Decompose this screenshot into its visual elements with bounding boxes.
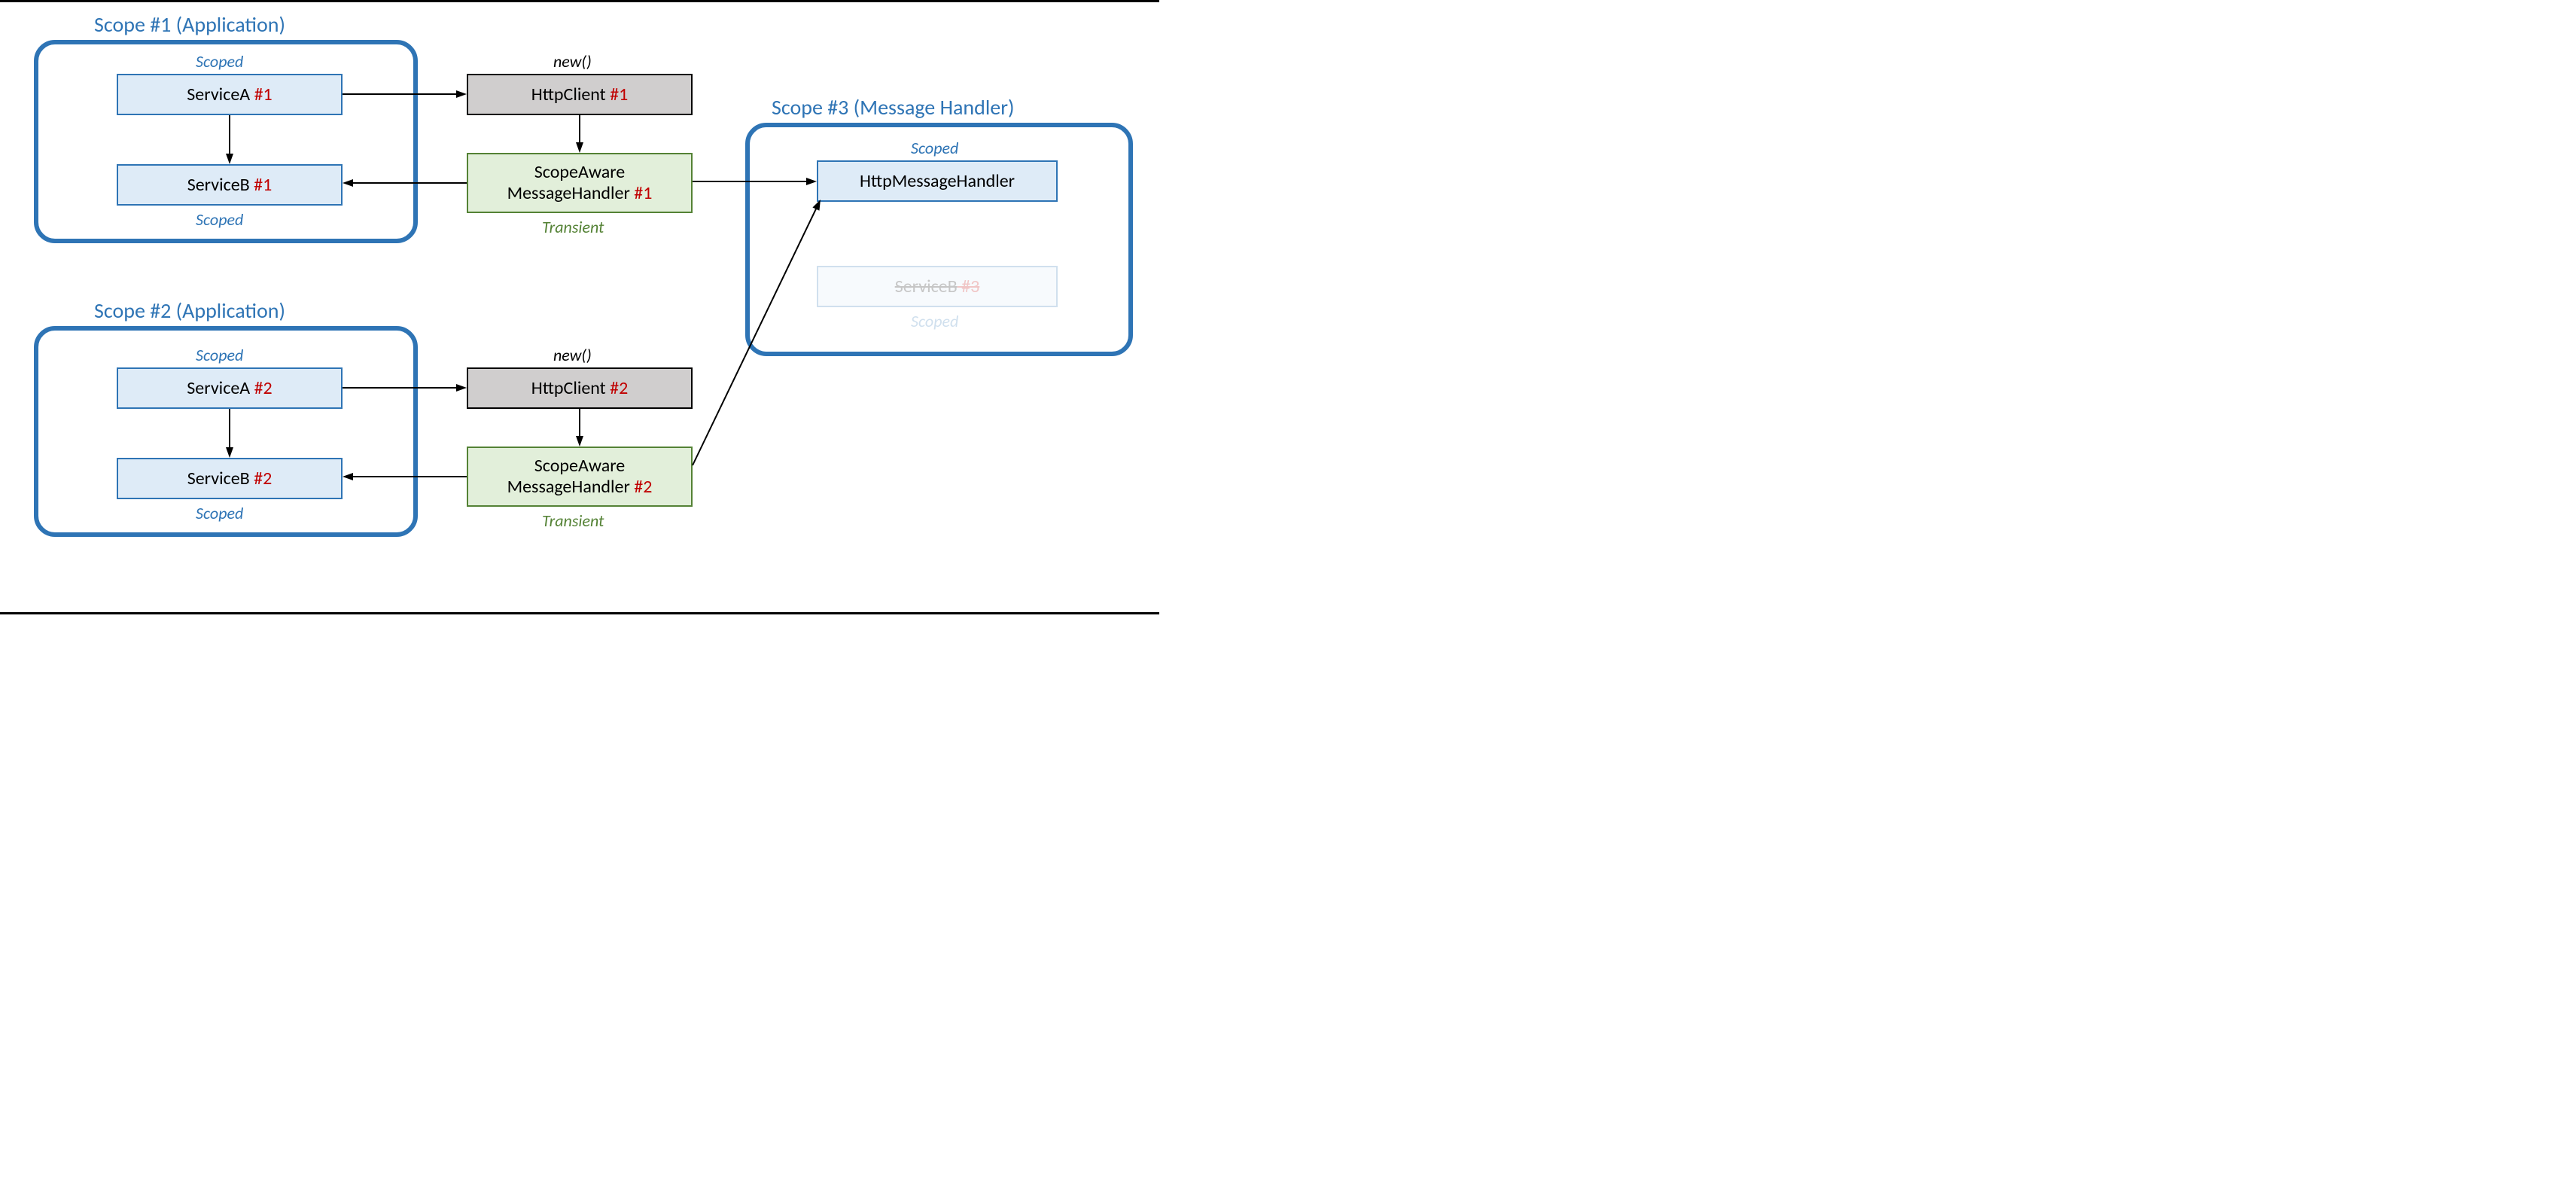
node-http2: HttpClient #2 xyxy=(467,367,693,409)
node-hmh: HttpMessageHandler xyxy=(817,160,1058,202)
node-svcB3ghost: ServiceB #3 xyxy=(817,266,1058,307)
scope-title-scope3: Scope #3 (Message Handler) xyxy=(772,94,1014,120)
node-sah2: ScopeAwareMessageHandler #2 xyxy=(467,447,693,507)
node-label-svcB2: ServiceB #2 xyxy=(187,468,273,489)
lifetime-svcA2: Scoped xyxy=(196,345,243,365)
lifetime-sah2: Transient xyxy=(542,511,604,531)
node-label-svcB1: ServiceB #1 xyxy=(187,175,273,196)
node-label-hmh: HttpMessageHandler xyxy=(860,171,1015,192)
edge-http1-down-to-sah1-top xyxy=(576,115,583,153)
node-svcB2: ServiceB #2 xyxy=(117,458,343,499)
scope-title-scope1: Scope #1 (Application) xyxy=(94,11,285,38)
lifetime-hmh: Scoped xyxy=(911,138,958,158)
node-label-sah2: ScopeAwareMessageHandler #2 xyxy=(507,456,653,497)
scope-title-scope2: Scope #2 (Application) xyxy=(94,297,285,324)
node-svcB1: ServiceB #1 xyxy=(117,164,343,206)
node-label-sah1: ScopeAwareMessageHandler #1 xyxy=(507,162,653,203)
lifetime-sah1: Transient xyxy=(542,217,604,237)
lifetime-svcB1: Scoped xyxy=(196,209,243,230)
node-label-svcA1: ServiceA #1 xyxy=(187,84,272,105)
diagram-canvas: Scope #1 (Application) Scope #2 (Applicat… xyxy=(0,0,1159,614)
lifetime-svcB2: Scoped xyxy=(196,503,243,523)
lifetime-svcA1: Scoped xyxy=(196,51,243,72)
node-label-svcB3ghost: ServiceB #3 xyxy=(895,276,980,297)
lifetime-svcB3ghost: Scoped xyxy=(911,311,958,331)
node-label-svcA2: ServiceA #2 xyxy=(187,378,272,399)
lifetime-http2: new() xyxy=(553,345,592,365)
node-sah1: ScopeAwareMessageHandler #1 xyxy=(467,153,693,213)
node-http1: HttpClient #1 xyxy=(467,74,693,115)
node-label-http1: HttpClient #1 xyxy=(531,84,629,105)
lifetime-http1: new() xyxy=(553,51,592,72)
node-svcA2: ServiceA #2 xyxy=(117,367,343,409)
edge-http2-down-to-sah2-top xyxy=(576,409,583,447)
node-label-http2: HttpClient #2 xyxy=(531,378,629,399)
node-svcA1: ServiceA #1 xyxy=(117,74,343,115)
